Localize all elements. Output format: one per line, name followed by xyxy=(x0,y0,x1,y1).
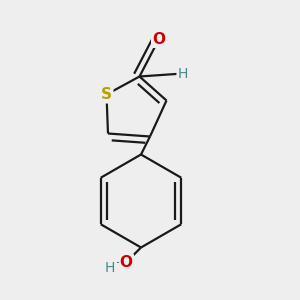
Text: ·: · xyxy=(116,257,120,270)
Text: H: H xyxy=(104,261,115,274)
Text: S: S xyxy=(101,87,112,102)
Text: O: O xyxy=(119,255,133,270)
Text: O: O xyxy=(119,255,133,270)
Text: H: H xyxy=(178,67,188,80)
Text: H: H xyxy=(104,261,115,274)
Text: O: O xyxy=(152,32,166,46)
Text: H: H xyxy=(178,67,188,80)
Text: O: O xyxy=(152,32,166,46)
Text: S: S xyxy=(101,87,112,102)
